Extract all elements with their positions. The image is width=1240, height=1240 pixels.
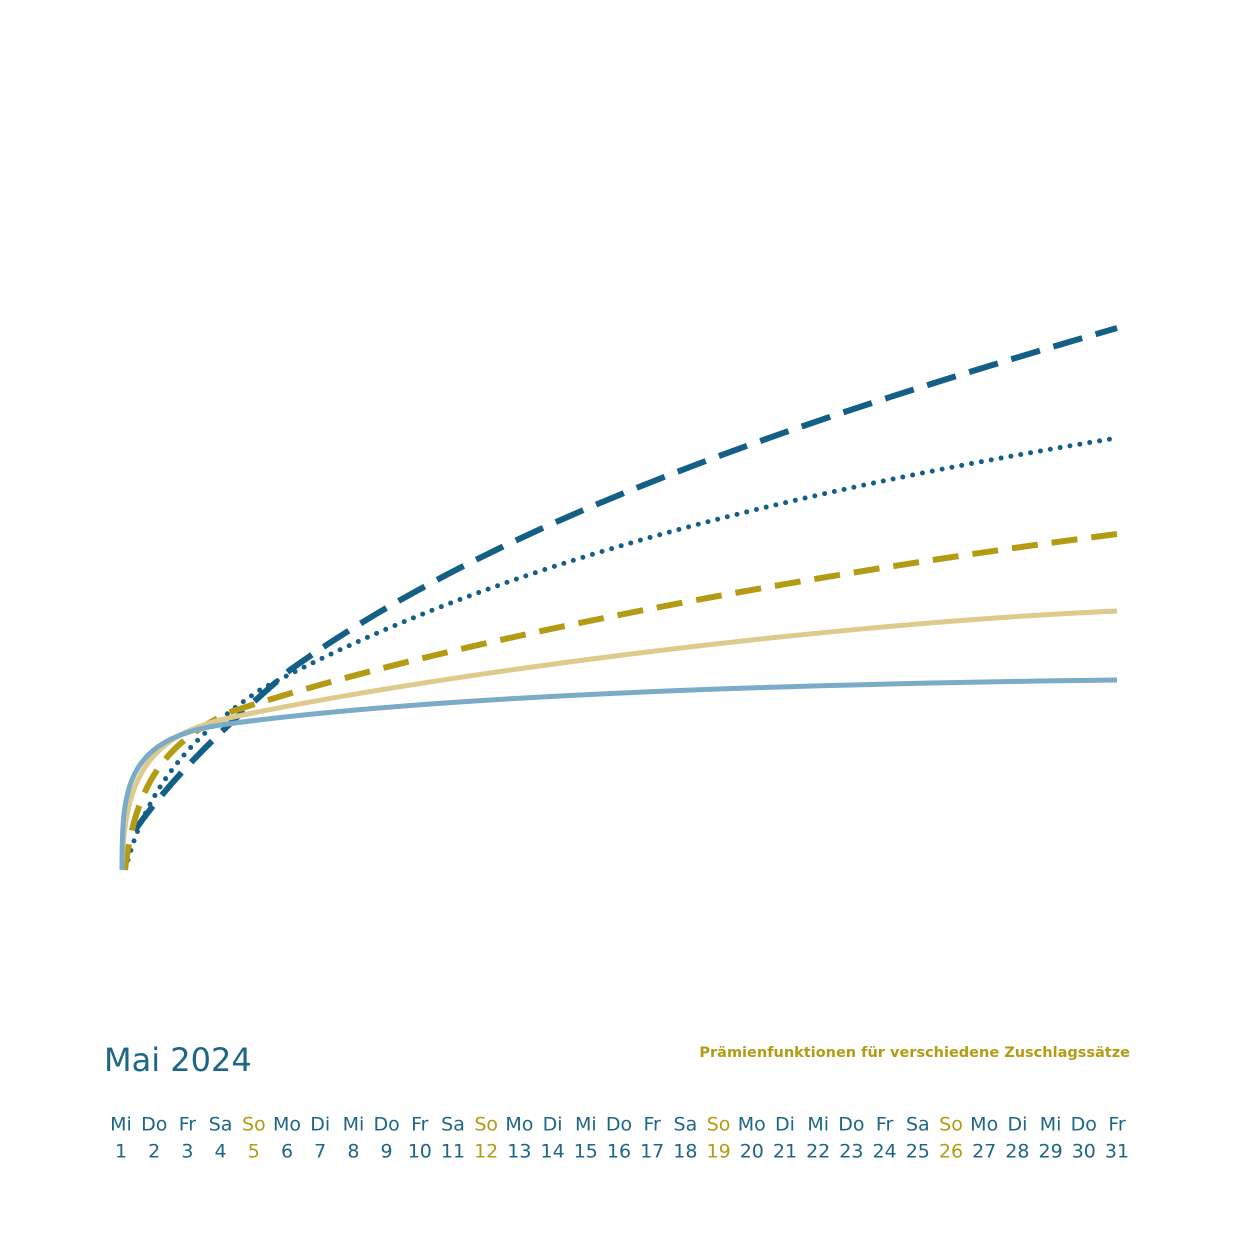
weekday: Mi: [343, 1114, 365, 1136]
day-number: 8: [347, 1141, 359, 1163]
day-number: 31: [1105, 1141, 1129, 1163]
weekday: Mo: [738, 1114, 766, 1136]
curve: [119, 677, 1118, 871]
day-number: 15: [574, 1141, 598, 1163]
decorative-curves: [119, 325, 1120, 871]
weekday: Do: [606, 1114, 632, 1136]
day-number: 19: [707, 1141, 731, 1163]
weekday: So: [242, 1114, 266, 1136]
subtitle: Prämienfunktionen für verschiedene Zusch…: [699, 1045, 1130, 1061]
day-number: 14: [541, 1141, 565, 1163]
day-number: 3: [181, 1141, 193, 1163]
weekday: Di: [775, 1114, 795, 1136]
day-number: 29: [1039, 1141, 1063, 1163]
weekday: Di: [543, 1114, 563, 1136]
weekday: Di: [1007, 1114, 1027, 1136]
day-number: 28: [1005, 1141, 1029, 1163]
day-number: 26: [939, 1141, 963, 1163]
day-number: 17: [640, 1141, 664, 1163]
day-number: 16: [607, 1141, 631, 1163]
day-number: 23: [839, 1141, 863, 1163]
day-number: 12: [474, 1141, 498, 1163]
day-number: 22: [806, 1141, 830, 1163]
weekday: Di: [310, 1114, 330, 1136]
day-number: 10: [408, 1141, 432, 1163]
weekday: Sa: [209, 1114, 233, 1136]
day-number: 20: [740, 1141, 764, 1163]
day-number: 13: [507, 1141, 531, 1163]
day-number: 24: [873, 1141, 897, 1163]
weekday: So: [707, 1114, 731, 1136]
weekday: Do: [1071, 1114, 1097, 1136]
weekday: Mi: [807, 1114, 829, 1136]
weekday: Fr: [644, 1114, 662, 1136]
weekday: Mi: [575, 1114, 597, 1136]
day-number: 6: [281, 1141, 293, 1163]
weekday: Mo: [970, 1114, 998, 1136]
curve: [132, 325, 1118, 832]
weekday: Do: [838, 1114, 864, 1136]
weekday: Mi: [110, 1114, 132, 1136]
month-title: Mai 2024: [104, 1041, 252, 1079]
weekday: Mo: [273, 1114, 301, 1136]
day-number: 2: [148, 1141, 160, 1163]
weekday: Do: [373, 1114, 399, 1136]
day-number: 4: [215, 1141, 227, 1163]
day-number: 21: [773, 1141, 797, 1163]
weekday: Mo: [505, 1114, 533, 1136]
weekday: Fr: [411, 1114, 429, 1136]
curve: [119, 608, 1118, 871]
day-row: Mi 1 Do 2 Fr 3 Sa 4 So 5 Mo 6 Di 7 Mi 8 Do 9 Fr 10 Sa 11 So 12 M…: [110, 1114, 1129, 1163]
weekday: Sa: [906, 1114, 930, 1136]
weekday: Fr: [179, 1114, 197, 1136]
day-number: 9: [381, 1141, 393, 1163]
weekday: Mi: [1040, 1114, 1062, 1136]
weekday: So: [939, 1114, 963, 1136]
weekday: So: [474, 1114, 498, 1136]
weekday: Sa: [674, 1114, 698, 1136]
weekday: Fr: [1108, 1114, 1126, 1136]
day-number: 27: [972, 1141, 996, 1163]
weekday: Do: [141, 1114, 167, 1136]
day-number: 5: [248, 1141, 260, 1163]
curve: [125, 435, 1120, 863]
curve: [122, 531, 1118, 871]
weekday: Fr: [876, 1114, 894, 1136]
day-number: 25: [906, 1141, 930, 1163]
day-number: 30: [1072, 1141, 1096, 1163]
day-number: 18: [673, 1141, 697, 1163]
day-number: 7: [314, 1141, 326, 1163]
weekday: Sa: [441, 1114, 465, 1136]
day-number: 11: [441, 1141, 465, 1163]
day-number: 1: [115, 1141, 127, 1163]
